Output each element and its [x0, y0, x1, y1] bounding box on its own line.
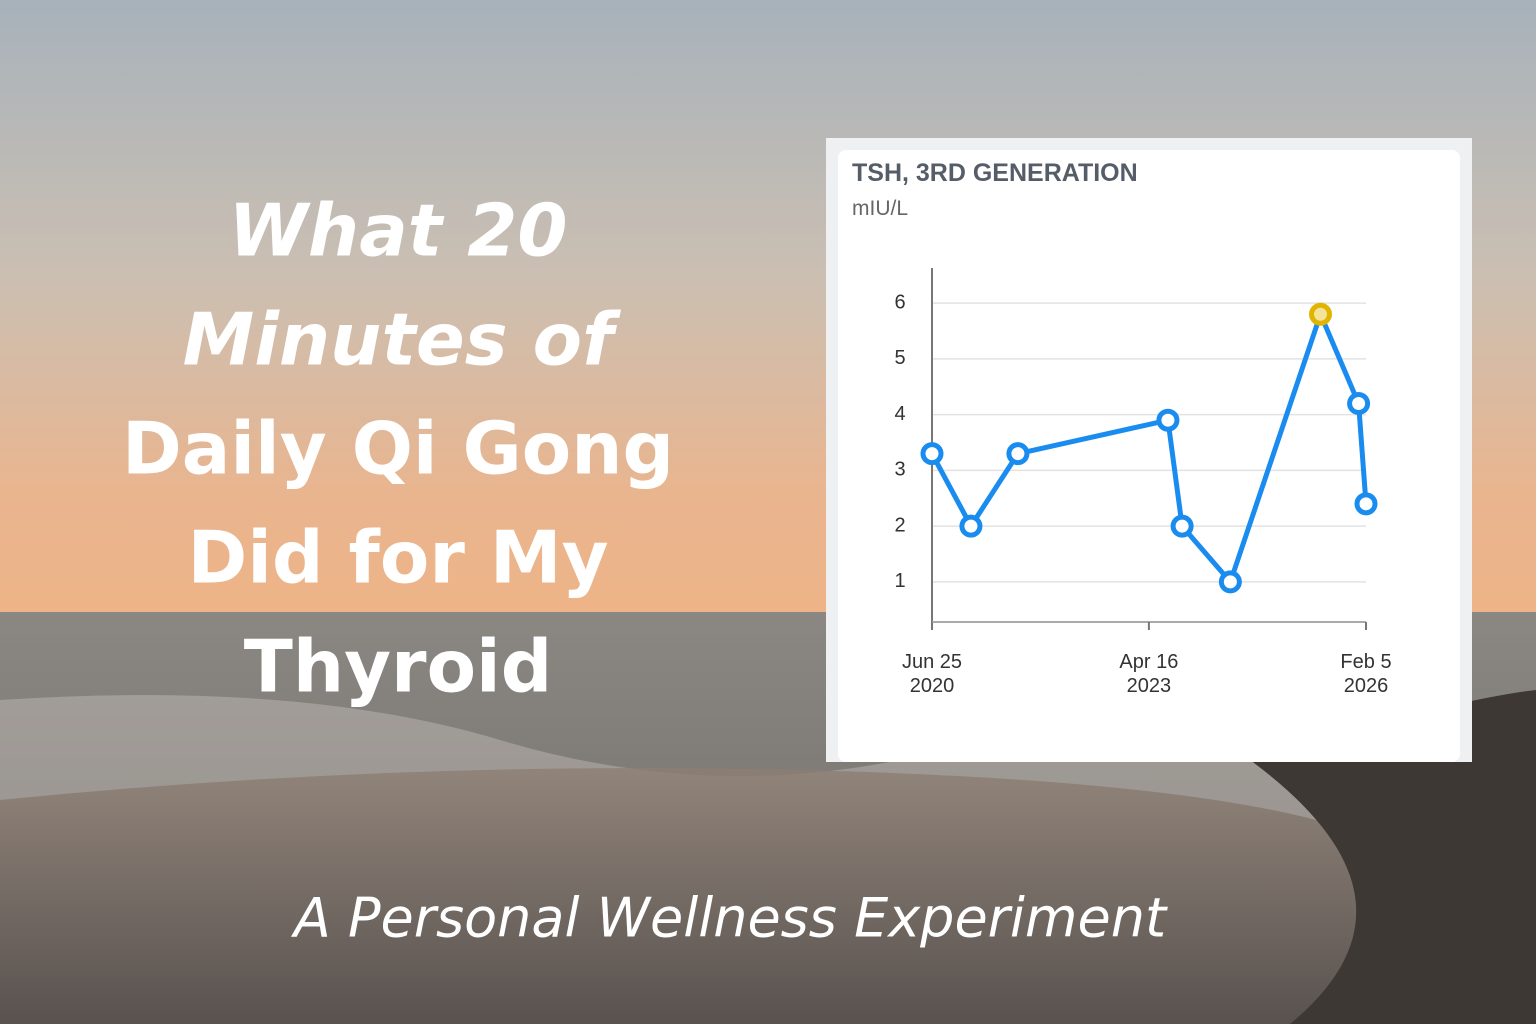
data-point	[920, 442, 944, 466]
data-point	[1309, 302, 1333, 326]
data-point	[1006, 442, 1030, 466]
title-line: What 20	[229, 189, 568, 273]
title-line: Daily Qi Gong	[122, 407, 674, 491]
x-tick-label-box: Feb 5 2026	[1340, 651, 1392, 697]
data-point	[1170, 514, 1194, 538]
title-line: Minutes of	[183, 298, 621, 382]
title-line: Thyroid	[244, 625, 553, 709]
title-line: Did for My	[188, 516, 609, 600]
x-tick-label: Apr 16 2023	[1119, 651, 1179, 697]
unit-label: mIU/L	[852, 197, 908, 220]
x-tick-label-box: Apr 16 2023	[1119, 651, 1179, 697]
data-point	[1156, 408, 1180, 432]
data-point	[959, 514, 983, 538]
y-tick-label: 2	[894, 514, 905, 536]
y-tick-label: 5	[894, 347, 905, 369]
x-tick-label: Feb 5 2026	[1340, 651, 1392, 697]
y-tick-label: 1	[894, 570, 905, 592]
x-tick-label-box: Jun 25 2020	[901, 651, 963, 697]
data-point	[1354, 492, 1378, 516]
wet-sand	[0, 768, 1376, 1024]
y-tick-label: 3	[894, 459, 905, 481]
beach	[1250, 690, 1536, 1024]
data-point	[1347, 391, 1371, 415]
x-tick-label: Jun 25 2020	[901, 651, 963, 697]
y-tick-label: 4	[894, 403, 905, 425]
data-point	[1218, 570, 1242, 594]
y-tick-label: 6	[894, 291, 905, 313]
subtitle: A Personal Wellness Experiment	[291, 887, 1168, 950]
chart-title: TSH, 3RD GENERATION	[852, 159, 1138, 187]
